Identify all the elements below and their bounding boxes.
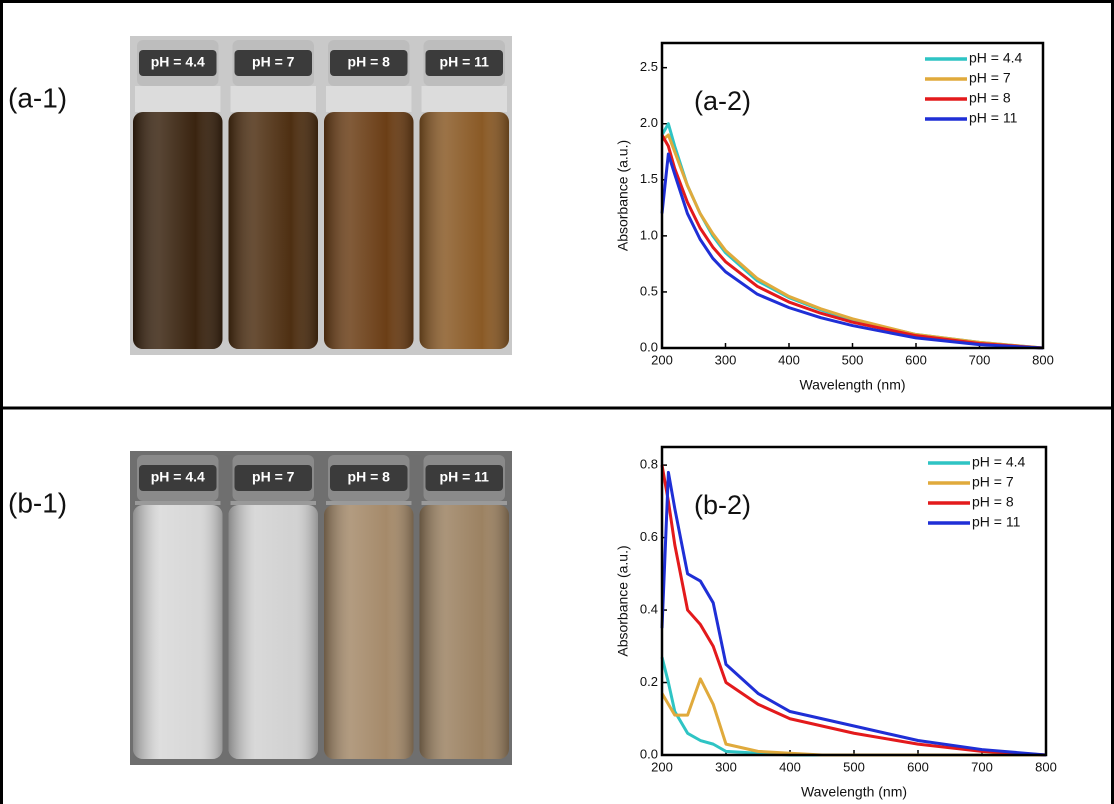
series-line xyxy=(660,656,1046,757)
series-line xyxy=(660,122,1044,350)
legend-label: pH = 4.4 xyxy=(972,454,1026,470)
vial-label: pH = 8 xyxy=(348,469,391,485)
vial-label-bg xyxy=(139,50,217,76)
vial-neck xyxy=(230,86,316,112)
vial-neck xyxy=(135,86,221,112)
series-line xyxy=(661,133,1044,350)
series-line xyxy=(660,470,1047,757)
x-tick-label: 500 xyxy=(843,759,865,774)
legend-label: pH = 7 xyxy=(972,474,1014,490)
series-line xyxy=(660,677,1046,757)
y-tick-label: 1.0 xyxy=(640,227,658,242)
y-tick-label: 0.6 xyxy=(640,529,658,544)
x-tick-label: 600 xyxy=(905,352,927,367)
legend-label: pH = 11 xyxy=(972,514,1021,530)
y-axis-label: Absorbance (a.u.) xyxy=(615,140,631,251)
vial-label-bg xyxy=(425,50,503,76)
legend-label: pH = 8 xyxy=(972,494,1014,510)
vial-neck xyxy=(421,501,507,505)
x-tick-label: 700 xyxy=(969,352,991,367)
plot-frame xyxy=(660,41,1045,350)
y-tick-label: 1.5 xyxy=(640,171,658,186)
vial-glass xyxy=(324,112,414,349)
x-tick-label: 400 xyxy=(778,352,800,367)
x-tick-label: 500 xyxy=(842,352,864,367)
vial-glass xyxy=(228,112,318,349)
series-line xyxy=(660,134,1044,350)
legend-label: pH = 8 xyxy=(969,90,1011,106)
vial-neck xyxy=(421,86,507,112)
y-axis-label: Absorbance (a.u.) xyxy=(615,545,631,656)
vial-label: pH = 8 xyxy=(348,54,391,70)
y-tick-label: 0.0 xyxy=(640,746,658,761)
x-tick-label: 400 xyxy=(779,759,801,774)
x-tick-label: 300 xyxy=(715,352,737,367)
series-line xyxy=(660,152,1044,350)
series-line xyxy=(660,464,1047,757)
x-tick-label: 800 xyxy=(1032,352,1054,367)
vial-label-bg xyxy=(234,465,312,491)
vial-label: pH = 7 xyxy=(252,54,295,70)
vial-label: pH = 4.4 xyxy=(151,54,205,70)
panel-label: (b-1) xyxy=(8,487,67,518)
x-tick-label: 300 xyxy=(715,759,737,774)
vial-glass xyxy=(419,112,509,349)
vial-neck xyxy=(326,501,412,505)
vial-label: pH = 4.4 xyxy=(151,469,205,485)
vial-label: pH = 11 xyxy=(440,469,490,485)
vial-label-bg xyxy=(330,50,408,76)
x-tick-label: 800 xyxy=(1035,759,1057,774)
y-tick-label: 0.0 xyxy=(640,339,658,354)
vial-label-bg xyxy=(425,465,503,491)
vial-glass xyxy=(324,505,414,759)
vial-label: pH = 11 xyxy=(440,54,490,70)
vial-label-bg xyxy=(234,50,312,76)
vial-glass xyxy=(419,505,509,759)
legend-label: pH = 4.4 xyxy=(969,50,1023,66)
vial-label-bg xyxy=(330,465,408,491)
annotation: (b-2) xyxy=(694,490,751,520)
y-tick-label: 2.0 xyxy=(640,115,658,130)
vial-glass xyxy=(133,112,223,349)
vial-label: pH = 7 xyxy=(252,469,295,485)
y-tick-label: 0.2 xyxy=(640,674,658,689)
x-axis-label: Wavelength (nm) xyxy=(801,784,907,800)
vial-glass xyxy=(228,505,318,759)
y-tick-label: 2.5 xyxy=(640,59,658,74)
x-axis-label: Wavelength (nm) xyxy=(799,377,905,393)
x-tick-label: 200 xyxy=(651,352,673,367)
y-tick-label: 0.4 xyxy=(640,601,658,616)
x-tick-label: 700 xyxy=(971,759,993,774)
legend-label: pH = 7 xyxy=(969,70,1011,86)
vial-glass xyxy=(133,505,223,759)
vial-neck xyxy=(326,86,412,112)
vial-neck xyxy=(230,501,316,505)
y-tick-label: 0.5 xyxy=(640,283,658,298)
vial-neck xyxy=(135,501,221,505)
vial-label-bg xyxy=(139,465,217,491)
y-tick-label: 0.8 xyxy=(640,457,658,472)
panel-label: (a-1) xyxy=(8,82,67,113)
annotation: (a-2) xyxy=(694,86,751,116)
plot-frame xyxy=(660,445,1048,757)
x-tick-label: 200 xyxy=(651,759,673,774)
legend-label: pH = 11 xyxy=(969,110,1018,126)
x-tick-label: 600 xyxy=(907,759,929,774)
